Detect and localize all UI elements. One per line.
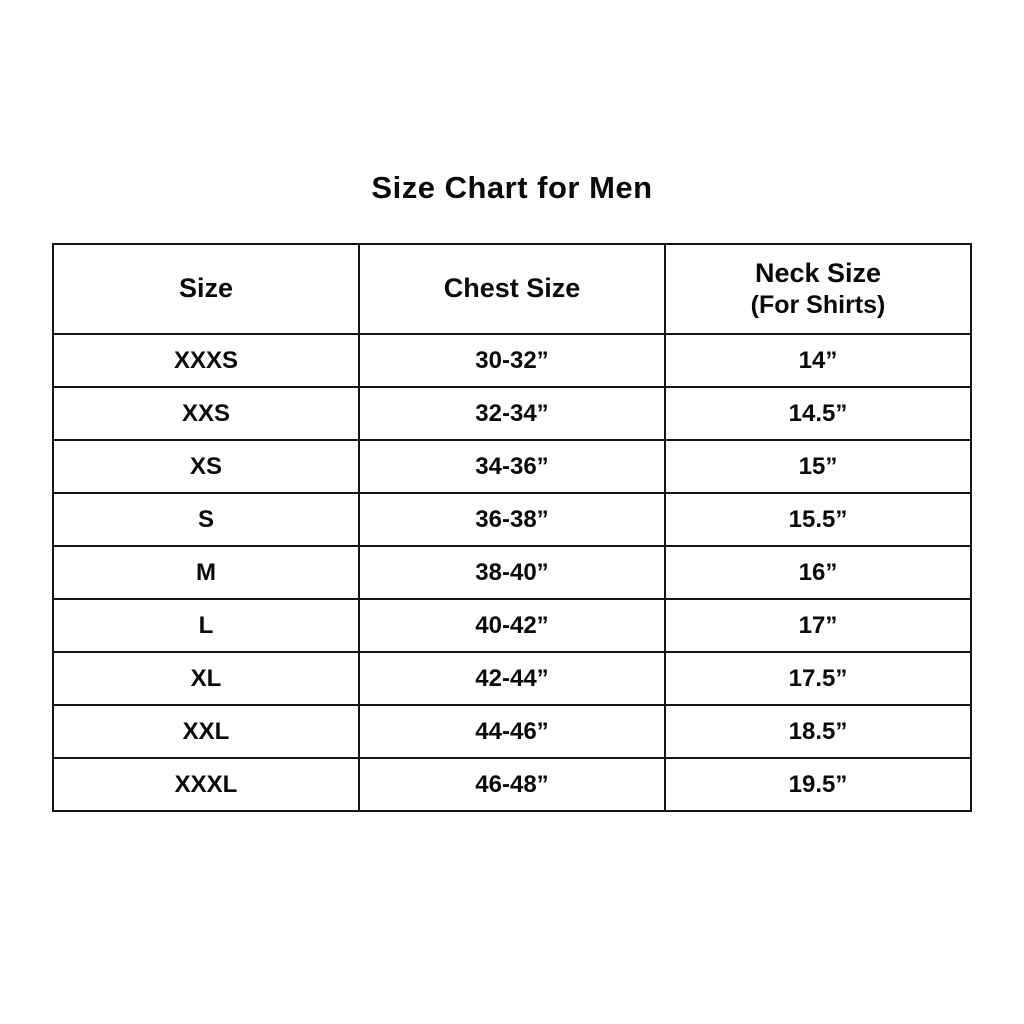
page-title: Size Chart for Men <box>371 170 653 205</box>
cell-size: M <box>52 545 360 600</box>
cell-chest: 32-34” <box>358 386 666 441</box>
table-row: XS 34-36” 15” <box>52 439 972 494</box>
cell-neck: 15” <box>664 439 972 494</box>
cell-chest: 46-48” <box>358 757 666 812</box>
column-header-neck-label: Neck Size <box>754 257 882 288</box>
table-row: XL 42-44” 17.5” <box>52 651 972 706</box>
cell-neck: 15.5” <box>664 492 972 547</box>
cell-neck: 17.5” <box>664 651 972 706</box>
cell-chest: 42-44” <box>358 651 666 706</box>
table-row: XXXL 46-48” 19.5” <box>52 757 972 812</box>
cell-size: XXS <box>52 386 360 441</box>
column-header-size: Size <box>52 243 360 335</box>
cell-size: XXXL <box>52 757 360 812</box>
column-header-neck-sublabel: (For Shirts) <box>750 291 886 320</box>
cell-chest: 38-40” <box>358 545 666 600</box>
table-body: XXXS 30-32” 14” XXS 32-34” 14.5” XS 34-3… <box>52 333 972 812</box>
cell-neck: 14.5” <box>664 386 972 441</box>
cell-chest: 34-36” <box>358 439 666 494</box>
cell-neck: 16” <box>664 545 972 600</box>
cell-size: XXL <box>52 704 360 759</box>
table-row: XXL 44-46” 18.5” <box>52 704 972 759</box>
table-row: S 36-38” 15.5” <box>52 492 972 547</box>
table-row: M 38-40” 16” <box>52 545 972 600</box>
cell-neck: 14” <box>664 333 972 388</box>
size-chart-table: Size Chest Size Neck Size (For Shirts) X… <box>52 243 972 812</box>
cell-size: S <box>52 492 360 547</box>
cell-neck: 17” <box>664 598 972 653</box>
cell-neck: 18.5” <box>664 704 972 759</box>
cell-chest: 30-32” <box>358 333 666 388</box>
cell-size: XXXS <box>52 333 360 388</box>
cell-size: L <box>52 598 360 653</box>
table-header: Size Chest Size Neck Size (For Shirts) <box>52 243 972 335</box>
table-row: XXS 32-34” 14.5” <box>52 386 972 441</box>
cell-size: XL <box>52 651 360 706</box>
column-header-chest-label: Chest Size <box>443 273 581 304</box>
cell-chest: 36-38” <box>358 492 666 547</box>
cell-neck: 19.5” <box>664 757 972 812</box>
cell-chest: 40-42” <box>358 598 666 653</box>
table-row: L 40-42” 17” <box>52 598 972 653</box>
column-header-size-label: Size <box>178 273 234 304</box>
cell-size: XS <box>52 439 360 494</box>
table-row: XXXS 30-32” 14” <box>52 333 972 388</box>
column-header-chest: Chest Size <box>358 243 666 335</box>
cell-chest: 44-46” <box>358 704 666 759</box>
column-header-neck: Neck Size (For Shirts) <box>664 243 972 335</box>
table-header-row: Size Chest Size Neck Size (For Shirts) <box>52 243 972 335</box>
